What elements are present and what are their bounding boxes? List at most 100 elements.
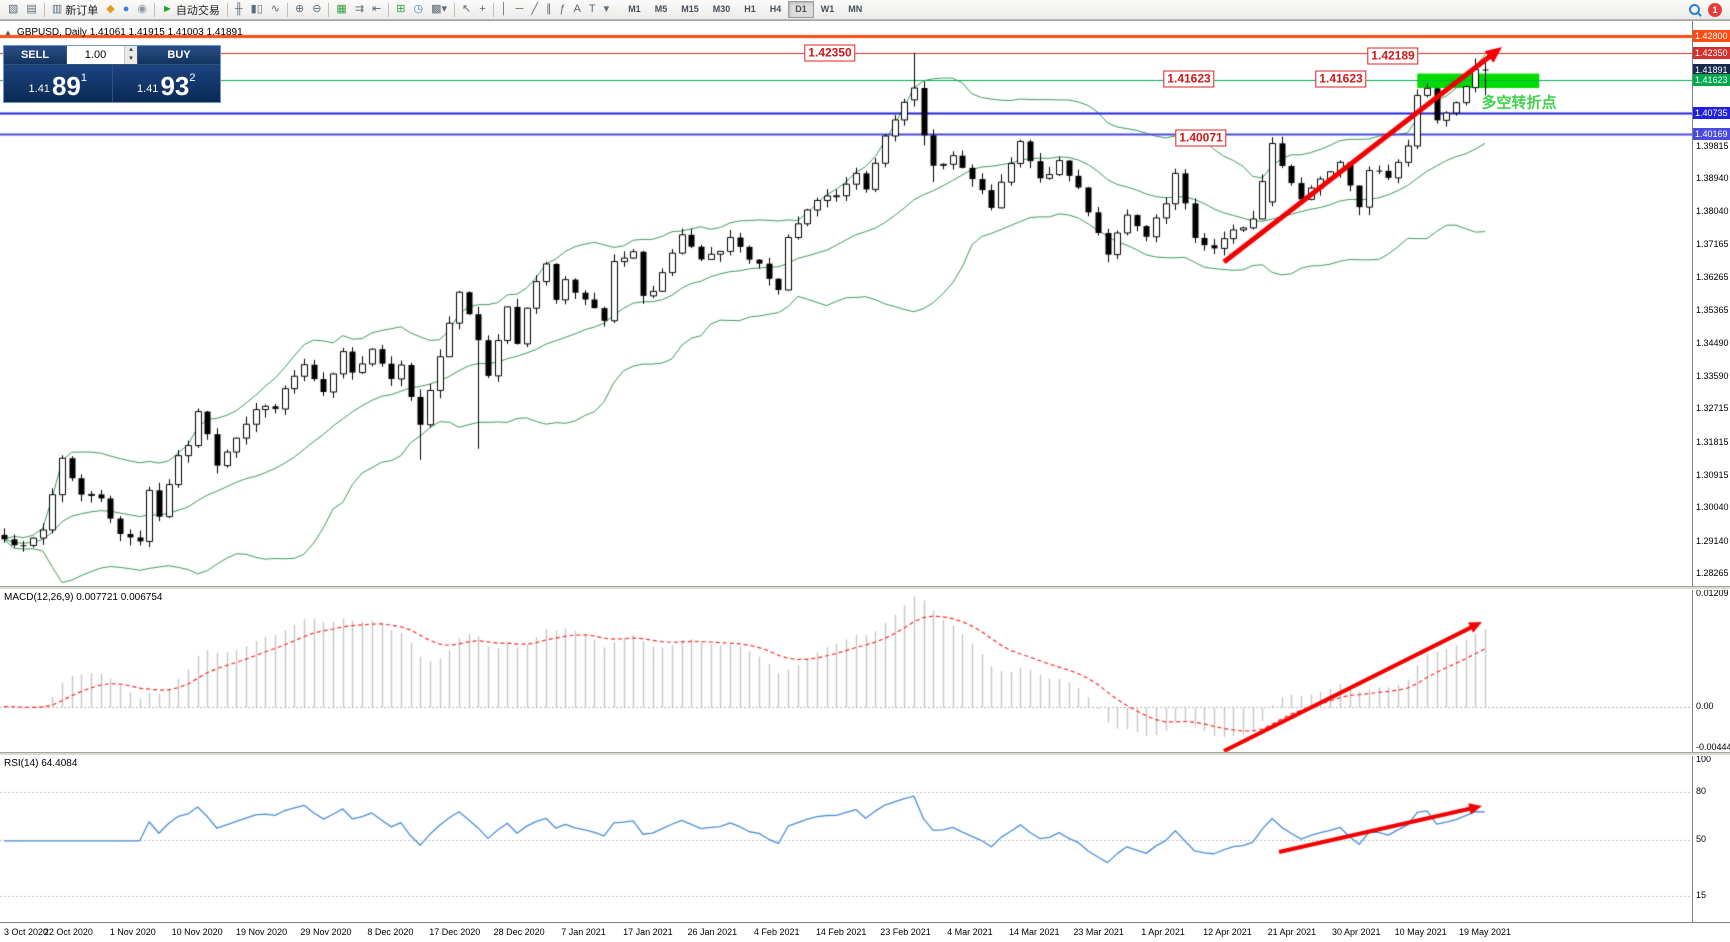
new-chart-button[interactable]: ▧ (4, 1, 22, 19)
pane-splitter-macd[interactable] (0, 586, 1730, 590)
price-callout-box[interactable]: 1.42189 (1367, 47, 1419, 65)
price-callout-box[interactable]: 1.40071 (1175, 129, 1227, 147)
cursor-button[interactable]: ↖ (458, 1, 475, 19)
price-scale-tick: 1.38040 (1696, 206, 1729, 217)
buy-price-big: 93 (160, 71, 190, 101)
timeframe-d1-button[interactable]: D1 (788, 1, 814, 18)
buy-price-small: 1.41 (137, 83, 159, 95)
chart-shift-button[interactable]: ⇤ (368, 1, 385, 19)
toolbar-divider (492, 2, 494, 17)
time-axis-label: 3 Oct 2020 (4, 927, 49, 937)
candlestick-mode-icon: ▮▯ (250, 3, 263, 15)
time-axis-label: 17 Jan 2021 (623, 927, 673, 937)
time-axis-label: 14 Mar 2021 (1009, 927, 1060, 937)
vertical-line-tool-button[interactable]: │ (497, 1, 512, 19)
rsi-scale-tick: 15 (1696, 890, 1707, 900)
channel-tool-button[interactable]: ∥ (542, 1, 556, 19)
fibonacci-tool-icon: ƒ (559, 3, 566, 15)
time-axis-label: 17 Dec 2020 (429, 927, 481, 937)
new-chart-plus-button[interactable]: ⊞ (392, 1, 409, 19)
buy-price-sup: 2 (189, 72, 196, 84)
timeframe-mn-button[interactable]: MN (848, 4, 863, 14)
info-button[interactable]: ◉ (133, 1, 151, 19)
price-scale-tag: 1.41623 (1693, 73, 1730, 86)
volume-decrease-button[interactable]: ▾ (125, 55, 137, 64)
timeframe-w1-button[interactable]: W1 (820, 4, 835, 14)
toolbar: ▧ ▤ ▥ 新订单 ◆ ● ◉ ► 自动交易 ╫ ▮▯ ∿ ⊕ ⊖ ▦ ⇉ ⇤ ⊞ ◷ ▩▾ ↖ + │ ─ ╱ ∥ ƒ A T ▾ M1… (0, 0, 1730, 20)
price-scale-tick: 1.36265 (1696, 272, 1729, 282)
new-order-button[interactable]: ▥ 新订单 (48, 1, 102, 19)
shapes-dropdown-icon: ▾ (603, 3, 610, 15)
shapes-dropdown-button[interactable]: ▾ (600, 1, 614, 19)
volume-input[interactable] (67, 46, 124, 64)
pane-splitter-rsi[interactable] (0, 752, 1730, 756)
search-icon[interactable] (1689, 4, 1700, 15)
price-chart-canvas[interactable] (0, 21, 1692, 923)
oct-collapse-icon[interactable]: ▲ (4, 28, 12, 37)
macd-scale-tick: 0.01209 (1696, 588, 1729, 598)
rsi-label: RSI(14) 64.4084 (4, 758, 78, 769)
label-tool-button[interactable]: T (585, 1, 600, 19)
period-clock-button[interactable]: ◷ (409, 1, 427, 19)
rsi-scale-tick: 100 (1696, 754, 1712, 764)
sell-price-button[interactable]: 1.41 89 1 (4, 65, 112, 102)
text-tool-button[interactable]: A (570, 1, 585, 19)
notification-badge[interactable]: 1 (1708, 2, 1722, 17)
line-chart-mode-icon: ∿ (270, 3, 280, 15)
market-button[interactable]: ◆ (102, 1, 118, 19)
macd-scale-tick: 0.00 (1696, 700, 1714, 711)
price-scale-tick: 1.38940 (1696, 173, 1729, 184)
crosshair-button[interactable]: + (475, 1, 489, 19)
zoom-in-button[interactable]: ⊕ (291, 1, 308, 19)
price-scale-tick: 1.39815 (1696, 140, 1729, 151)
symbol-ohlc-text: GBPUSD, Daily 1.41061 1.41915 1.41003 1.… (16, 27, 243, 38)
profiles-button[interactable]: ▤ (22, 1, 40, 19)
volume-increase-button[interactable]: ▴ (125, 46, 137, 55)
time-axis-label: 23 Feb 2021 (880, 927, 931, 937)
timeframe-h4-button[interactable]: H4 (769, 4, 782, 14)
label-tool-icon: T (588, 3, 596, 15)
toolbar-divider (388, 2, 390, 17)
auto-scroll-button[interactable]: ⇉ (351, 1, 368, 19)
trendline-tool-button[interactable]: ╱ (527, 1, 542, 19)
time-axis-label: 29 Nov 2020 (300, 927, 352, 937)
time-axis[interactable]: 3 Oct 2020 22 Oct 2020 1 Nov 2020 10 Nov 20… (0, 922, 1730, 942)
horizontal-line-tool-button[interactable]: ─ (512, 1, 528, 19)
sell-button[interactable]: SELL (4, 46, 66, 64)
timeframe-m30-button[interactable]: M30 (712, 4, 731, 14)
bar-chart-mode-icon: ╫ (234, 3, 243, 15)
community-button[interactable]: ● (119, 1, 134, 19)
bar-chart-mode-button[interactable]: ╫ (231, 1, 247, 19)
price-callout-box[interactable]: 1.41623 (1315, 70, 1367, 88)
cursor-icon: ↖ (462, 3, 472, 15)
price-scale-tick: 1.32715 (1696, 403, 1729, 414)
autotrading-button[interactable]: ► 自动交易 (158, 1, 224, 19)
toolbar-divider (328, 2, 330, 17)
profiles-icon: ▤ (26, 3, 37, 15)
fibonacci-tool-button[interactable]: ƒ (555, 1, 569, 19)
toolbar-divider (226, 2, 228, 17)
toolbar-divider (454, 2, 455, 17)
price-callout-box[interactable]: 1.41623 (1163, 70, 1215, 88)
tile-windows-button[interactable]: ▦ (332, 1, 350, 19)
timeframe-m1-button[interactable]: M1 (628, 4, 641, 14)
templates-button[interactable]: ▩▾ (427, 1, 451, 19)
period-clock-icon: ◷ (413, 3, 424, 15)
chart-note-text[interactable]: 多空转折点 (1481, 94, 1557, 112)
rsi-scale-tick: 80 (1696, 786, 1707, 796)
zoom-out-button[interactable]: ⊖ (308, 1, 325, 19)
timeframe-m5-button[interactable]: M5 (654, 4, 668, 14)
buy-button[interactable]: BUY (138, 46, 220, 64)
price-scale-tag: 1.42350 (1693, 46, 1730, 59)
timeframe-m15-button[interactable]: M15 (681, 4, 699, 14)
buy-price-button[interactable]: 1.41 93 2 (111, 65, 220, 102)
candlestick-mode-button[interactable]: ▮▯ (247, 1, 267, 19)
price-scale[interactable]: 1.39815 1.38940 1.38040 1.37165 1.36265 1.353… (1692, 21, 1730, 923)
timeframe-h1-button[interactable]: H1 (744, 4, 756, 14)
auto-scroll-icon: ⇉ (354, 3, 365, 15)
price-scale-tick: 1.33590 (1696, 370, 1729, 381)
line-chart-mode-button[interactable]: ∿ (267, 1, 284, 19)
autotrading-label: 自动交易 (175, 4, 220, 17)
price-callout-box[interactable]: 1.42350 (804, 44, 856, 62)
